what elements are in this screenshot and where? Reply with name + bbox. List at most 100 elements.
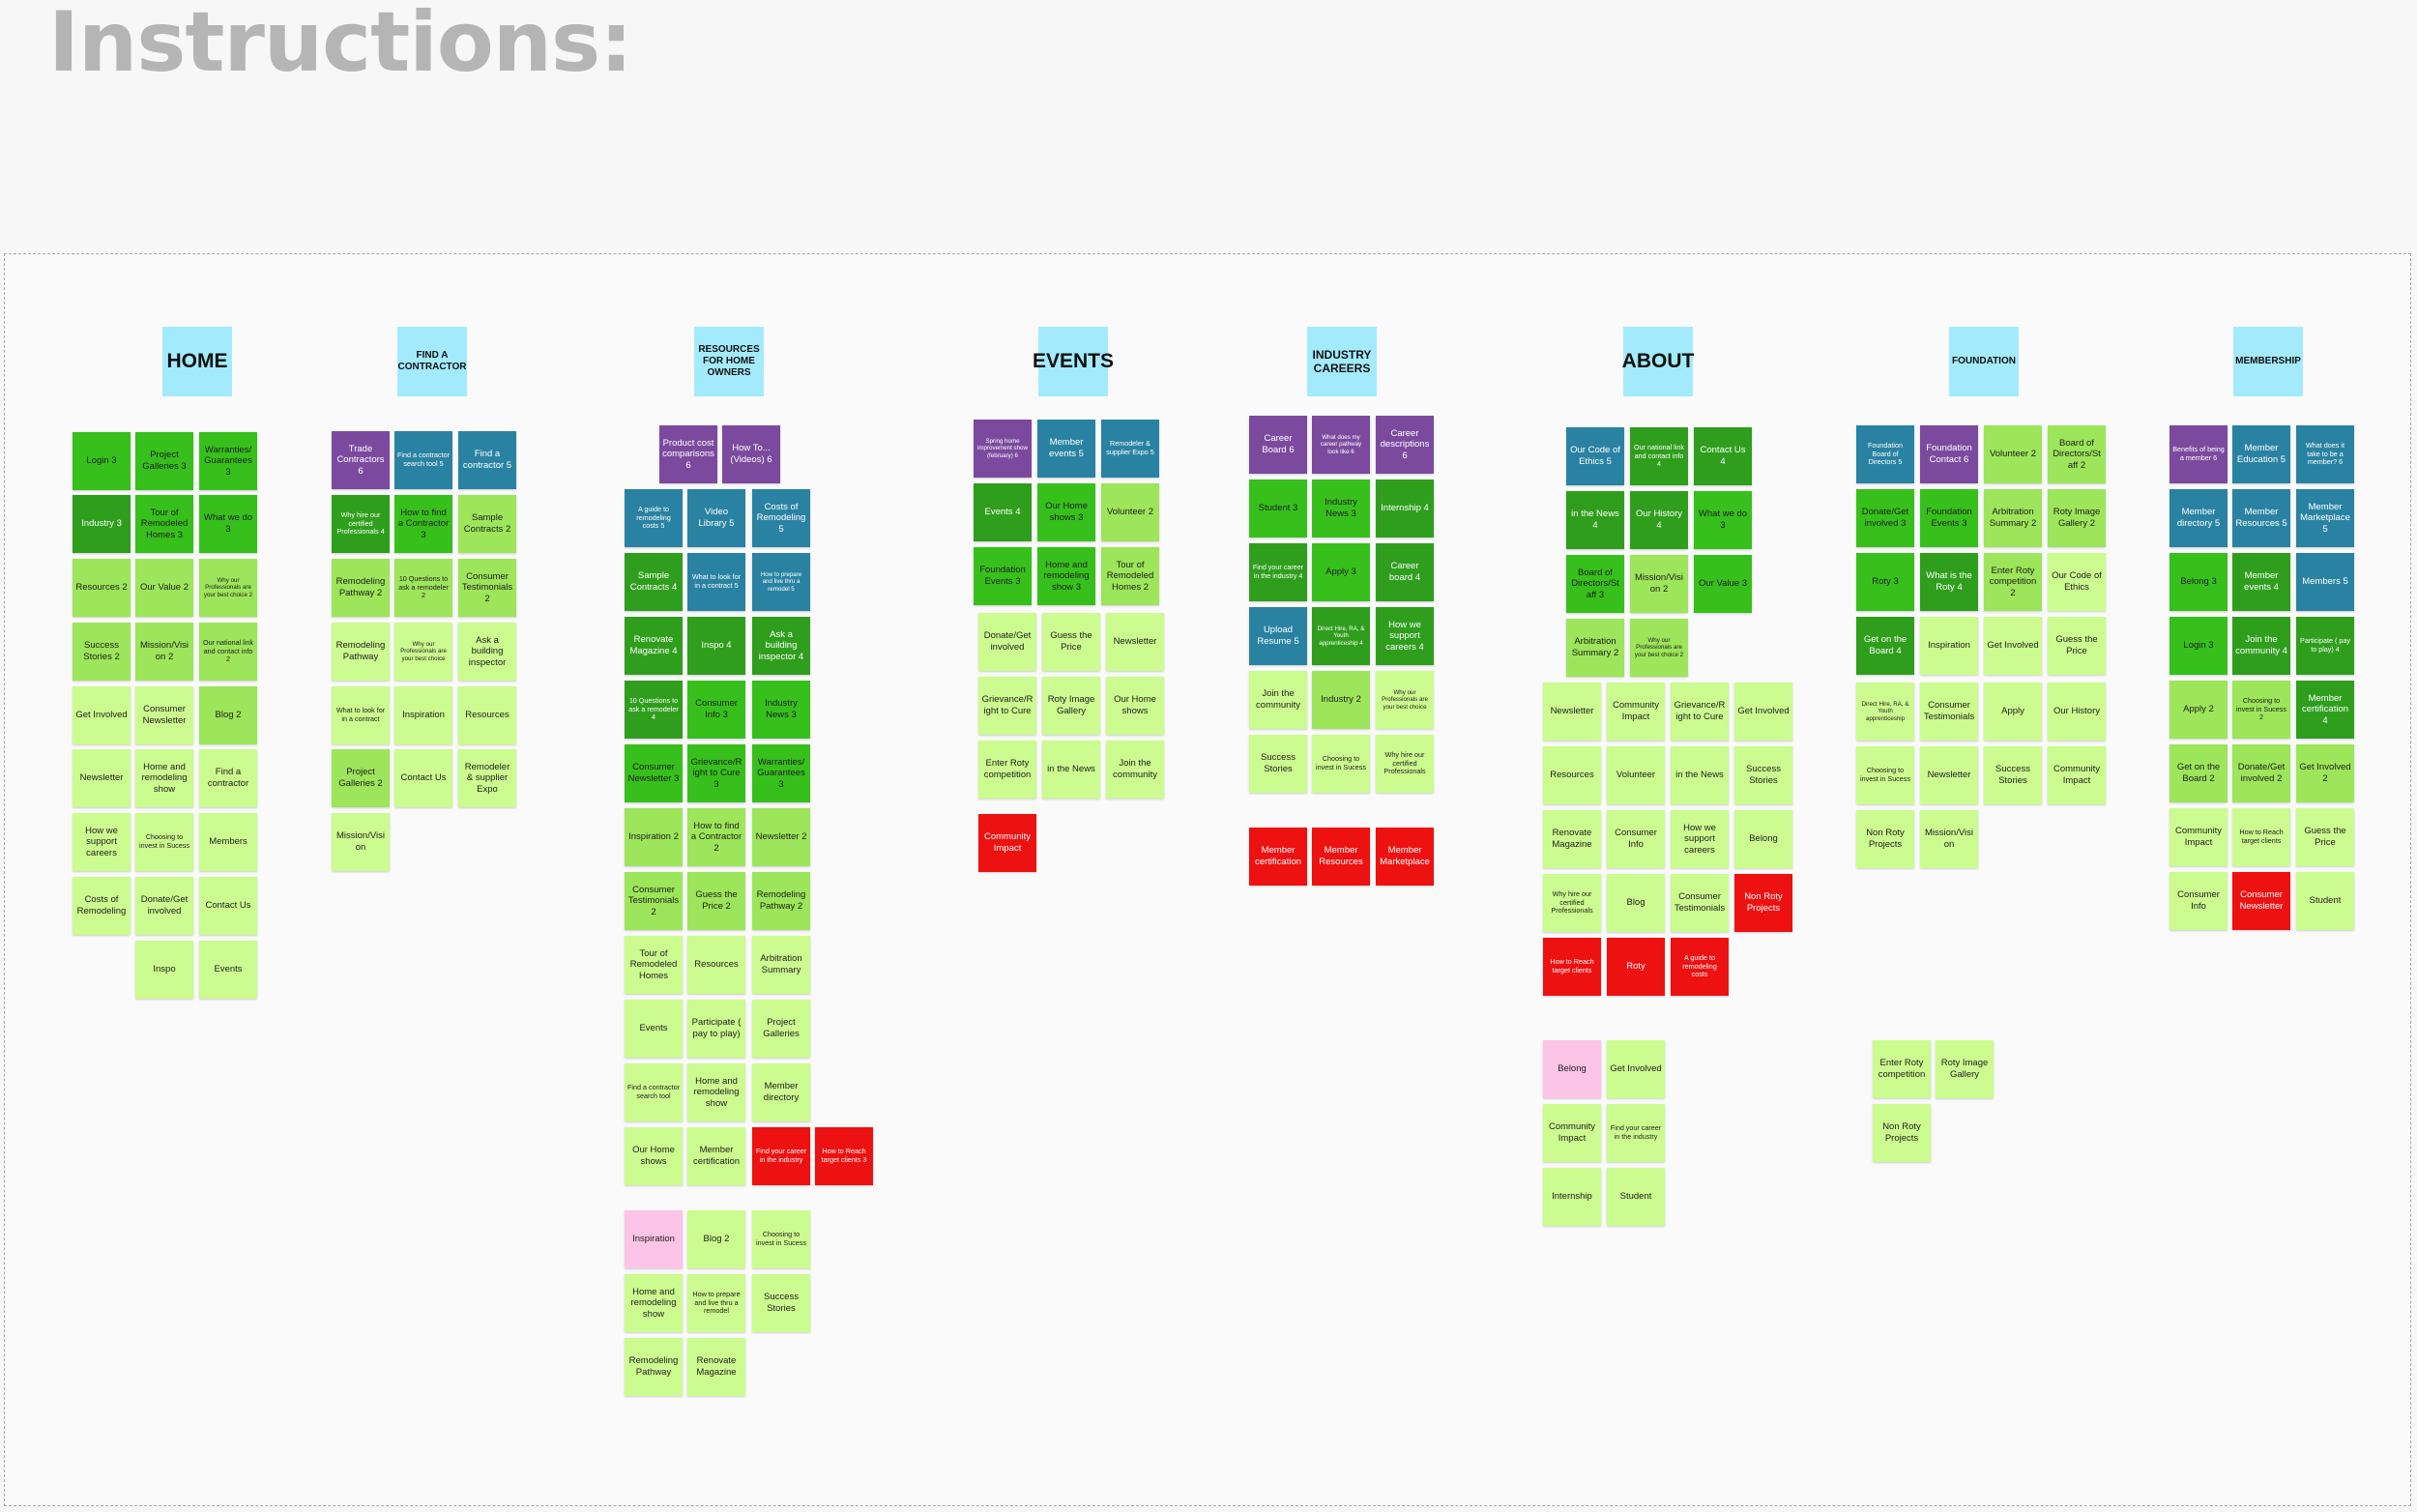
column-header-careers[interactable]: INDUSTRY CAREERS bbox=[1307, 327, 1377, 396]
sticky-note-careers-choosing-to-invest-in-sucess[interactable]: Choosing to invest in Sucess bbox=[1312, 735, 1370, 793]
sticky-note-home-events[interactable]: Events bbox=[199, 941, 257, 999]
sticky-note-careers-how-we-support-careers-4[interactable]: How we support careers 4 bbox=[1376, 607, 1434, 665]
sticky-note-contractor-what-to-look-for-in-a-contract[interactable]: What to look for in a contract bbox=[332, 686, 390, 744]
sticky-note-contractor-why-our-professionals-are-your-best-choice[interactable]: Why our Professionals are your best choi… bbox=[394, 623, 452, 681]
sticky-note-about-community-impact[interactable]: Community Impact bbox=[1607, 683, 1665, 741]
sticky-note-contractor-consumer-testimonials-2[interactable]: Consumer Testimonials 2 bbox=[458, 559, 516, 617]
sticky-note-events-donate-get-involved[interactable]: Donate/Get involved bbox=[978, 613, 1036, 671]
sticky-note-home-how-we-support-careers[interactable]: How we support careers bbox=[73, 813, 131, 871]
sticky-note-home-consumer-newsletter[interactable]: Consumer Newsletter bbox=[135, 686, 193, 744]
sticky-note-membership-member-education-5[interactable]: Member Education 5 bbox=[2232, 425, 2290, 483]
sticky-note-foundation-consumer-testimonials[interactable]: Consumer Testimonials bbox=[1920, 683, 1978, 741]
sticky-note-resources-project-galleries[interactable]: Project Galleries bbox=[752, 1000, 810, 1058]
column-header-membership[interactable]: MEMBERSHIP bbox=[2233, 327, 2303, 396]
sticky-note-resources-what-to-look-for-in-a-contract-5[interactable]: What to look for in a contract 5 bbox=[687, 553, 745, 611]
sticky-note-about-non-roty-projects[interactable]: Non Roty Projects bbox=[1734, 874, 1792, 932]
sticky-note-events-community-impact[interactable]: Community Impact bbox=[978, 814, 1036, 872]
sticky-note-foundation-foundation-contact-6[interactable]: Foundation Contact 6 bbox=[1920, 425, 1978, 483]
sticky-note-foundation-our-code-of-ethics[interactable]: Our Code of Ethics bbox=[2048, 553, 2106, 611]
column-header-foundation[interactable]: FOUNDATION bbox=[1949, 327, 2019, 396]
sticky-note-careers-career-descriptions-6[interactable]: Career descriptions 6 bbox=[1376, 416, 1434, 474]
sticky-note-resources-ask-a-building-inspector-4[interactable]: Ask a building inspector 4 bbox=[752, 617, 810, 675]
sticky-note-foundation-non-roty-projects[interactable]: Non Roty Projects bbox=[1856, 810, 1914, 868]
sticky-note-foundation-get-on-the-board-4[interactable]: Get on the Board 4 bbox=[1856, 617, 1914, 675]
sticky-note-home-donate-get-involved[interactable]: Donate/Get involved bbox=[135, 877, 193, 935]
sticky-note-events-our-home-shows[interactable]: Our Home shows bbox=[1106, 677, 1164, 735]
sticky-note-about-get-involved[interactable]: Get Involved bbox=[1607, 1040, 1665, 1098]
sticky-note-about-why-hire-our-certified-professionals[interactable]: Why hire our certified Professionals bbox=[1543, 874, 1601, 932]
sticky-note-careers-member-resources[interactable]: Member Resources bbox=[1312, 828, 1370, 886]
sticky-note-about-what-we-do-3[interactable]: What we do 3 bbox=[1694, 491, 1752, 549]
sticky-note-resources-video-library-5[interactable]: Video Library 5 bbox=[687, 489, 745, 547]
sticky-note-resources-renovate-magazine-4[interactable]: Renovate Magazine 4 bbox=[625, 617, 683, 675]
sticky-note-events-guess-the-price[interactable]: Guess the Price bbox=[1042, 613, 1100, 671]
sticky-note-resources-find-your-career-in-the-industry[interactable]: Find your career in the industry bbox=[752, 1127, 810, 1185]
sticky-note-about-success-stories[interactable]: Success Stories bbox=[1734, 746, 1792, 804]
sticky-note-membership-consumer-info[interactable]: Consumer Info bbox=[2169, 872, 2228, 930]
sticky-note-foundation-foundation-board-of-directors-5[interactable]: Foundation Board of Directors 5 bbox=[1856, 425, 1914, 483]
sticky-note-careers-join-the-community[interactable]: Join the community bbox=[1249, 671, 1307, 729]
sticky-note-about-our-value-3[interactable]: Our Value 3 bbox=[1694, 555, 1752, 613]
sticky-note-events-join-the-community[interactable]: Join the community bbox=[1106, 741, 1164, 799]
sticky-note-membership-join-the-community-4[interactable]: Join the community 4 bbox=[2232, 617, 2290, 675]
sticky-note-contractor-how-to-find-a-contractor-3[interactable]: How to find a Contractor 3 bbox=[394, 495, 452, 553]
sticky-note-about-resources[interactable]: Resources bbox=[1543, 746, 1601, 804]
sticky-note-foundation-apply[interactable]: Apply bbox=[1984, 683, 2042, 741]
sticky-note-resources-member-directory[interactable]: Member directory bbox=[752, 1063, 810, 1121]
sticky-note-resources-remodeling-pathway[interactable]: Remodeling Pathway bbox=[625, 1338, 683, 1396]
sticky-note-foundation-success-stories[interactable]: Success Stories bbox=[1984, 746, 2042, 804]
sticky-note-resources-home-and-remodeling-show[interactable]: Home and remodeling show bbox=[687, 1063, 745, 1121]
sticky-note-events-grievance-right-to-cure[interactable]: Grievance/Right to Cure bbox=[978, 677, 1036, 735]
sticky-note-events-spring-home-improvement-show-february-6[interactable]: Spring home improvement show (february) … bbox=[974, 420, 1032, 478]
sticky-note-home-newsletter[interactable]: Newsletter bbox=[73, 749, 131, 807]
sticky-note-about-renovate-magazine[interactable]: Renovate Magazine bbox=[1543, 810, 1601, 868]
sticky-note-foundation-foundation-events-3[interactable]: Foundation Events 3 bbox=[1920, 489, 1978, 547]
sticky-note-about-our-history-4[interactable]: Our History 4 bbox=[1630, 491, 1688, 549]
sticky-note-about-in-the-news[interactable]: in the News bbox=[1671, 746, 1729, 804]
sticky-note-membership-student[interactable]: Student bbox=[2296, 872, 2354, 930]
sticky-note-events-our-home-shows-3[interactable]: Our Home shows 3 bbox=[1037, 483, 1095, 541]
sticky-note-about-grievance-right-to-cure[interactable]: Grievance/Right to Cure bbox=[1671, 683, 1729, 741]
sticky-note-home-tour-of-remodeled-homes-3[interactable]: Tour of Remodeled Homes 3 bbox=[135, 495, 193, 553]
sticky-note-contractor-trade-contractors-6[interactable]: Trade Contractors 6 bbox=[332, 431, 390, 489]
sticky-note-resources-arbitration-summary[interactable]: Arbitration Summary bbox=[752, 936, 810, 994]
sticky-note-resources-events[interactable]: Events bbox=[625, 1000, 683, 1058]
sticky-note-foundation-arbitration-summary-2[interactable]: Arbitration Summary 2 bbox=[1984, 489, 2042, 547]
sticky-note-home-industry-3[interactable]: Industry 3 bbox=[73, 495, 131, 553]
sticky-note-careers-apply-3[interactable]: Apply 3 bbox=[1312, 543, 1370, 601]
sticky-note-home-choosing-to-invest-in-sucess[interactable]: Choosing to invest in Sucess bbox=[135, 813, 193, 871]
sticky-note-about-how-to-reach-target-clients[interactable]: How to Reach target clients bbox=[1543, 938, 1601, 996]
sticky-note-membership-member-directory-5[interactable]: Member directory 5 bbox=[2169, 489, 2228, 547]
sticky-note-resources-inspiration-2[interactable]: Inspiration 2 bbox=[625, 808, 683, 866]
column-header-contractor[interactable]: FIND A CONTRACTOR bbox=[397, 327, 467, 396]
sticky-note-foundation-non-roty-projects[interactable]: Non Roty Projects bbox=[1873, 1104, 1931, 1162]
sticky-note-home-success-stories-2[interactable]: Success Stories 2 bbox=[73, 623, 131, 681]
sticky-note-about-newsletter[interactable]: Newsletter bbox=[1543, 683, 1601, 741]
sticky-note-careers-find-your-career-in-the-industry-4[interactable]: Find your career in the industry 4 bbox=[1249, 543, 1307, 601]
sticky-note-membership-participate-pay-to-play-4[interactable]: Participate ( pay to play) 4 bbox=[2296, 617, 2354, 675]
sticky-note-events-volunteer-2[interactable]: Volunteer 2 bbox=[1101, 483, 1159, 541]
sticky-note-contractor-remodeling-pathway-2[interactable]: Remodeling Pathway 2 bbox=[332, 559, 390, 617]
sticky-note-membership-choosing-to-invest-in-sucess-2[interactable]: Choosing to invest in Sucess 2 bbox=[2232, 681, 2290, 739]
sticky-note-membership-belong-3[interactable]: Belong 3 bbox=[2169, 553, 2228, 611]
sticky-note-resources-consumer-info-3[interactable]: Consumer Info 3 bbox=[687, 681, 745, 739]
sticky-note-membership-member-events-4[interactable]: Member events 4 bbox=[2232, 553, 2290, 611]
sticky-note-foundation-donate-get-involved-3[interactable]: Donate/Get involved 3 bbox=[1856, 489, 1914, 547]
sticky-note-resources-how-to-reach-target-clients-3[interactable]: How to Reach target clients 3 bbox=[815, 1127, 873, 1185]
sticky-note-home-our-national-link-and-contact-info-2[interactable]: Our national link and contact info 2 bbox=[199, 623, 257, 681]
sticky-note-resources-resources[interactable]: Resources bbox=[687, 936, 745, 994]
sticky-note-contractor-inspiration[interactable]: Inspiration bbox=[394, 686, 452, 744]
sticky-note-events-foundation-events-3[interactable]: Foundation Events 3 bbox=[974, 547, 1032, 605]
sticky-note-contractor-find-a-contractor-search-tool-5[interactable]: Find a contractor search tool 5 bbox=[394, 431, 452, 489]
sticky-note-resources-a-guide-to-remodeling-costs-5[interactable]: A guide to remodeling costs 5 bbox=[625, 489, 683, 547]
sticky-note-about-blog[interactable]: Blog bbox=[1607, 874, 1665, 932]
sticky-note-home-warranties-guarantees-3[interactable]: Warranties/ Guarantees 3 bbox=[199, 432, 257, 490]
sticky-note-home-login-3[interactable]: Login 3 bbox=[73, 432, 131, 490]
column-header-events[interactable]: EVENTS bbox=[1033, 327, 1114, 396]
sticky-note-resources-tour-of-remodeled-homes[interactable]: Tour of Remodeled Homes bbox=[625, 936, 683, 994]
sticky-note-membership-how-to-reach-target-clients[interactable]: How to Reach target clients bbox=[2232, 808, 2290, 866]
sticky-note-careers-industry-2[interactable]: Industry 2 bbox=[1312, 671, 1370, 729]
sticky-note-foundation-direct-hire-ra-youth-apprenticeship[interactable]: Direct Hire, RA, & Youth apprenticeship bbox=[1856, 683, 1914, 741]
sticky-note-about-why-our-professionals-are-your-best-choice-2[interactable]: Why our Professionals are your best choi… bbox=[1630, 619, 1688, 677]
sticky-note-home-contact-us[interactable]: Contact Us bbox=[199, 877, 257, 935]
